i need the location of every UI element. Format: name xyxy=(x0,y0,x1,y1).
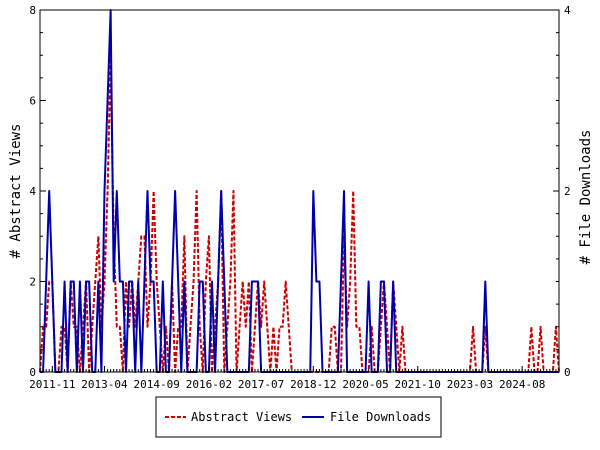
y2-tick-label: 4 xyxy=(564,4,571,17)
y-tick-label: 6 xyxy=(29,95,36,108)
y2-tick-label: 0 xyxy=(564,366,571,379)
y-axis-title: # Abstract Views xyxy=(8,124,24,259)
x-tick-label: 2018-12 xyxy=(290,378,336,391)
legend-label-file-downloads: File Downloads xyxy=(330,410,431,424)
x-tick-label: 2014-09 xyxy=(134,378,180,391)
x-tick-label: 2020-05 xyxy=(342,378,388,391)
x-tick-label: 2021-10 xyxy=(395,378,441,391)
x-axis-tick-labels: 2011-11 2013-04 2014-09 2016-02 2017-07 2018-… xyxy=(29,366,545,391)
x-tick-label: 2024-08 xyxy=(499,378,545,391)
plot-frame xyxy=(40,10,559,372)
y2-axis-ticks xyxy=(553,10,559,372)
x-tick-label: 2013-04 xyxy=(81,378,128,391)
y-axis-tick-labels: 0 2 4 6 8 xyxy=(29,4,36,379)
y2-axis-tick-labels: 0 2 4 xyxy=(564,4,571,379)
y-tick-label: 2 xyxy=(29,276,36,289)
y-tick-label: 0 xyxy=(29,366,36,379)
legend: Abstract Views File Downloads xyxy=(156,397,441,437)
y2-axis-title: # File Downloads xyxy=(578,130,594,265)
series-line-file-downloads xyxy=(40,10,559,372)
x-tick-label: 2016-02 xyxy=(186,378,232,391)
x-tick-label: 2023-03 xyxy=(447,378,493,391)
series-layer xyxy=(40,10,559,372)
y2-tick-label: 2 xyxy=(564,185,571,198)
x-tick-label: 2017-07 xyxy=(238,378,284,391)
x-tick-label: 2011-11 xyxy=(29,378,75,391)
legend-label-abstract-views: Abstract Views xyxy=(191,410,292,424)
y-tick-label: 4 xyxy=(29,185,36,198)
y-tick-label: 8 xyxy=(29,4,36,17)
